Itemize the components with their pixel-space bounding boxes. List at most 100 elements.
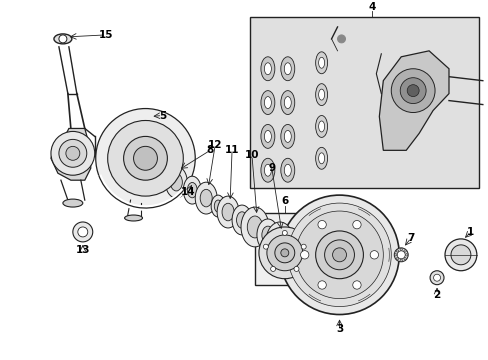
Circle shape (390, 69, 434, 113)
Circle shape (282, 230, 287, 235)
Circle shape (59, 35, 67, 43)
Circle shape (393, 248, 407, 262)
Ellipse shape (124, 215, 142, 221)
Ellipse shape (200, 189, 212, 207)
Circle shape (107, 121, 183, 196)
Ellipse shape (232, 205, 251, 235)
Ellipse shape (264, 130, 271, 142)
Circle shape (279, 195, 398, 315)
Circle shape (51, 131, 95, 175)
Ellipse shape (211, 195, 224, 217)
Circle shape (324, 240, 354, 270)
Ellipse shape (315, 52, 327, 74)
Circle shape (123, 136, 167, 180)
Ellipse shape (284, 63, 291, 75)
Ellipse shape (241, 207, 268, 247)
Circle shape (59, 139, 86, 167)
Circle shape (337, 35, 345, 43)
Circle shape (96, 109, 195, 208)
Text: 6: 6 (281, 196, 288, 206)
Circle shape (352, 281, 360, 289)
Circle shape (66, 147, 80, 160)
Ellipse shape (261, 125, 274, 148)
Text: 14: 14 (181, 187, 195, 197)
Ellipse shape (315, 147, 327, 169)
Circle shape (317, 281, 325, 289)
Ellipse shape (261, 91, 274, 114)
Circle shape (433, 274, 440, 281)
Circle shape (317, 220, 325, 229)
Polygon shape (51, 129, 91, 180)
Circle shape (300, 251, 308, 259)
Ellipse shape (217, 196, 239, 228)
Circle shape (403, 250, 406, 252)
Ellipse shape (247, 216, 262, 238)
Ellipse shape (264, 63, 271, 75)
Ellipse shape (265, 222, 293, 262)
Circle shape (399, 78, 425, 104)
Ellipse shape (272, 231, 287, 253)
Ellipse shape (222, 203, 234, 221)
Ellipse shape (280, 158, 294, 182)
Circle shape (315, 231, 363, 279)
Ellipse shape (54, 34, 72, 44)
Circle shape (266, 235, 302, 271)
Ellipse shape (187, 183, 197, 198)
Text: 4: 4 (368, 2, 375, 12)
Circle shape (133, 147, 157, 170)
Ellipse shape (280, 125, 294, 148)
Ellipse shape (214, 200, 222, 212)
Ellipse shape (165, 166, 187, 198)
Circle shape (395, 257, 398, 260)
Circle shape (444, 239, 476, 271)
Ellipse shape (315, 116, 327, 138)
Circle shape (274, 243, 294, 263)
Text: 12: 12 (207, 140, 222, 150)
Ellipse shape (280, 91, 294, 114)
Circle shape (293, 266, 298, 271)
Ellipse shape (318, 89, 324, 100)
Ellipse shape (262, 226, 273, 244)
Circle shape (301, 244, 305, 249)
Circle shape (295, 211, 383, 298)
Bar (249, 17, 478, 188)
Ellipse shape (183, 176, 201, 204)
Ellipse shape (261, 57, 274, 81)
Ellipse shape (264, 164, 271, 176)
Polygon shape (379, 51, 448, 150)
Ellipse shape (284, 130, 291, 142)
Circle shape (73, 222, 93, 242)
Circle shape (399, 259, 402, 261)
Circle shape (450, 245, 470, 265)
Circle shape (395, 250, 398, 252)
Ellipse shape (284, 96, 291, 109)
Ellipse shape (256, 219, 278, 251)
Circle shape (263, 244, 268, 249)
Circle shape (287, 203, 390, 307)
Text: 10: 10 (244, 150, 259, 160)
Circle shape (394, 254, 396, 256)
Ellipse shape (318, 153, 324, 164)
Ellipse shape (315, 84, 327, 105)
Circle shape (369, 251, 378, 259)
Circle shape (407, 85, 418, 96)
Ellipse shape (286, 241, 298, 258)
Text: 9: 9 (268, 163, 275, 173)
Text: 11: 11 (224, 145, 239, 155)
Text: 13: 13 (75, 245, 90, 255)
Ellipse shape (264, 96, 271, 109)
Circle shape (270, 266, 275, 271)
Text: 5: 5 (159, 111, 166, 121)
Circle shape (396, 251, 405, 259)
Circle shape (280, 249, 288, 257)
Ellipse shape (63, 199, 82, 207)
Circle shape (78, 227, 87, 237)
Ellipse shape (318, 57, 324, 68)
Ellipse shape (284, 164, 291, 176)
Text: 7: 7 (407, 233, 414, 243)
Text: 1: 1 (467, 227, 473, 237)
Ellipse shape (261, 158, 274, 182)
Circle shape (403, 257, 406, 260)
Circle shape (264, 221, 275, 233)
Text: 8: 8 (206, 145, 213, 155)
